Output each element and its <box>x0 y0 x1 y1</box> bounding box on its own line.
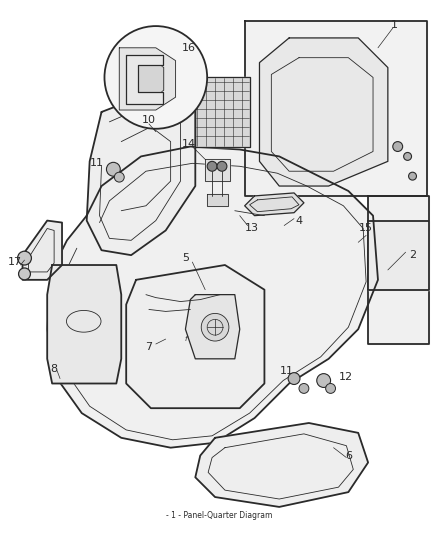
Text: 15: 15 <box>358 223 372 233</box>
Circle shape <box>18 251 32 265</box>
Polygon shape <box>259 38 387 186</box>
Text: 12: 12 <box>339 372 353 382</box>
Polygon shape <box>185 295 239 359</box>
Polygon shape <box>195 77 249 147</box>
Polygon shape <box>207 194 227 206</box>
Circle shape <box>298 384 308 393</box>
Circle shape <box>287 373 299 384</box>
Text: 1: 1 <box>390 20 397 30</box>
Circle shape <box>106 163 120 176</box>
Circle shape <box>408 172 416 180</box>
Polygon shape <box>367 221 428 290</box>
Text: 10: 10 <box>141 115 155 125</box>
Polygon shape <box>195 423 367 507</box>
Circle shape <box>207 161 216 171</box>
Text: 4: 4 <box>295 215 302 225</box>
Text: 2: 2 <box>408 250 415 260</box>
Polygon shape <box>131 58 163 100</box>
Polygon shape <box>367 196 428 344</box>
Text: 17: 17 <box>7 257 21 267</box>
Polygon shape <box>126 265 264 408</box>
Polygon shape <box>47 265 121 384</box>
Text: 16: 16 <box>181 43 195 53</box>
Circle shape <box>392 142 402 151</box>
Text: 8: 8 <box>50 364 57 374</box>
Text: - 1 - Panel-Quarter Diagram: - 1 - Panel-Quarter Diagram <box>166 511 272 520</box>
Text: f: f <box>184 336 186 342</box>
Polygon shape <box>244 21 426 196</box>
Text: 11: 11 <box>89 158 103 168</box>
Polygon shape <box>22 221 62 280</box>
Circle shape <box>114 172 124 182</box>
Text: 5: 5 <box>181 253 188 263</box>
Circle shape <box>104 26 207 129</box>
Circle shape <box>216 161 226 171</box>
Text: 14: 14 <box>181 139 195 149</box>
Polygon shape <box>119 48 175 110</box>
Polygon shape <box>244 193 303 216</box>
Circle shape <box>201 313 228 341</box>
Circle shape <box>403 152 410 160</box>
Polygon shape <box>126 55 162 104</box>
Text: 13: 13 <box>244 223 258 233</box>
Circle shape <box>316 374 330 387</box>
Polygon shape <box>86 87 195 255</box>
Text: 11: 11 <box>279 366 293 376</box>
Polygon shape <box>205 159 230 181</box>
Polygon shape <box>47 147 377 448</box>
Text: 6: 6 <box>344 450 351 461</box>
Text: 7: 7 <box>145 342 152 352</box>
Circle shape <box>325 384 335 393</box>
Circle shape <box>18 268 30 280</box>
